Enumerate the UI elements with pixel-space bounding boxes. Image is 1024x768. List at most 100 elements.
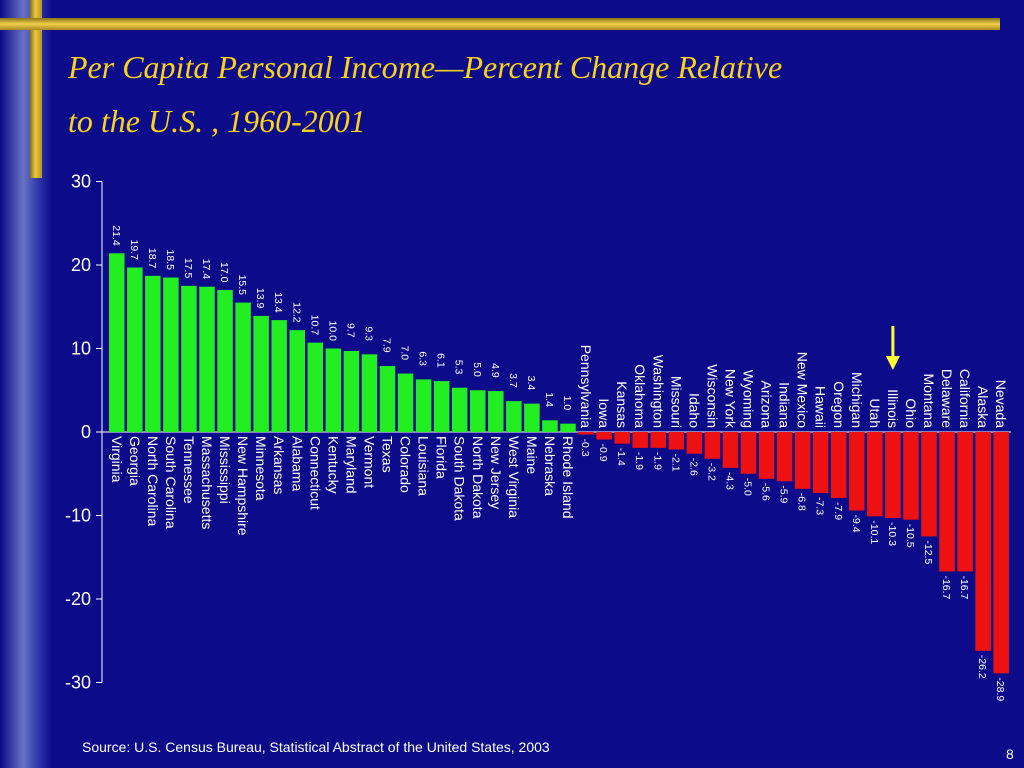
data-label-montana: -12.5 — [922, 540, 934, 564]
data-label-iowa: -0.9 — [597, 444, 609, 462]
bar-wisconsin — [704, 432, 721, 459]
bar-pennsylvania — [578, 432, 594, 435]
bar-new-mexico — [794, 432, 811, 489]
category-label-mississippi: Mississippi — [217, 436, 233, 504]
y-tick-label: 20 — [71, 255, 91, 275]
bar-maine — [524, 403, 540, 432]
category-label-west-virginia: West Virginia — [506, 436, 522, 518]
category-label-kansas: Kansas — [614, 381, 630, 428]
bar-ohio — [903, 432, 919, 520]
category-label-oklahoma: Oklahoma — [632, 364, 648, 428]
data-label-idaho: -2.6 — [687, 458, 699, 476]
category-label-montana: Montana — [921, 374, 937, 429]
data-label-california: -16.7 — [958, 575, 970, 599]
slide-title: Per Capita Personal Income—Percent Chang… — [68, 40, 988, 148]
data-label-mississippi: 17.0 — [218, 262, 230, 283]
page-number: 8 — [1006, 746, 1014, 762]
bar-idaho — [686, 432, 703, 454]
data-label-wisconsin: -3.2 — [705, 463, 717, 481]
category-label-new-york: New York — [722, 369, 738, 429]
category-label-georgia: Georgia — [127, 436, 143, 486]
data-label-colorado: 7.0 — [399, 346, 411, 361]
data-label-utah: -10.1 — [868, 520, 880, 544]
bar-arkansas — [271, 320, 287, 432]
category-label-vermont: Vermont — [361, 436, 377, 488]
bar-colorado — [397, 373, 414, 432]
bar-indiana — [776, 432, 793, 482]
data-label-arizona: -5.6 — [760, 483, 772, 501]
y-tick-label: -30 — [65, 673, 91, 693]
y-tick-label: -10 — [65, 506, 91, 526]
category-label-florida: Florida — [434, 436, 450, 479]
data-label-north-carolina: 18.7 — [146, 248, 158, 269]
data-label-south-carolina: 18.5 — [164, 250, 176, 271]
bar-florida — [433, 381, 450, 432]
bar-michigan — [849, 432, 865, 511]
category-label-pennsylvania: Pennsylvania — [578, 345, 594, 428]
data-label-new-mexico: -6.8 — [796, 493, 808, 511]
category-label-maine: Maine — [524, 436, 540, 474]
data-label-tennessee: 17.5 — [182, 258, 194, 279]
category-label-virginia: Virginia — [109, 436, 125, 483]
bar-texas — [379, 366, 396, 432]
bar-minnesota — [253, 315, 269, 432]
bar-alaska — [975, 432, 991, 651]
y-tick-label: 0 — [81, 422, 91, 442]
category-label-nevada: Nevada — [993, 380, 1009, 428]
data-label-florida: 6.1 — [435, 353, 447, 368]
data-label-maine: 3.4 — [525, 376, 537, 391]
bar-illinois — [885, 432, 901, 519]
bar-new-jersey — [488, 391, 504, 432]
category-label-arizona: Arizona — [759, 381, 775, 429]
bar-maryland — [343, 351, 360, 432]
bar-south-carolina — [163, 277, 179, 432]
data-label-virginia: 21.4 — [110, 225, 122, 246]
bar-mississippi — [217, 290, 233, 432]
category-label-new-hampshire: New Hampshire — [235, 436, 251, 536]
category-label-texas: Texas — [380, 436, 396, 473]
bar-delaware — [939, 432, 955, 572]
data-label-south-dakota: 5.3 — [453, 360, 465, 375]
bar-california — [957, 432, 973, 572]
bar-connecticut — [307, 342, 324, 432]
data-label-massachusetts: 17.4 — [200, 259, 212, 280]
data-label-pennsylvania: -0.3 — [579, 439, 591, 457]
category-label-nebraska: Nebraska — [542, 436, 558, 496]
bar-iowa — [596, 432, 612, 440]
bar-oregon — [831, 432, 847, 498]
category-label-oregon: Oregon — [831, 381, 847, 428]
bar-montana — [921, 432, 937, 537]
source-note: Source: U.S. Census Bureau, Statistical … — [82, 739, 550, 755]
y-tick-label: 30 — [71, 172, 91, 192]
data-label-north-dakota: 5.0 — [471, 362, 483, 377]
data-label-west-virginia: 3.7 — [507, 373, 519, 388]
data-label-arkansas: 13.4 — [272, 292, 284, 313]
data-label-illinois: -10.3 — [886, 522, 898, 546]
bar-tennessee — [181, 285, 197, 432]
left-decorative-band — [0, 0, 52, 768]
data-label-louisiana: 6.3 — [417, 351, 429, 366]
category-label-north-carolina: North Carolina — [145, 436, 161, 526]
data-label-oklahoma: -1.9 — [633, 452, 645, 470]
data-label-ohio: -10.5 — [904, 524, 916, 548]
category-label-new-jersey: New Jersey — [488, 436, 504, 509]
category-label-california: California — [957, 369, 973, 428]
data-label-texas: 7.9 — [381, 338, 393, 353]
bar-arizona — [758, 432, 775, 479]
category-label-louisiana: Louisiana — [416, 436, 432, 496]
category-label-alabama: Alabama — [289, 436, 305, 491]
data-label-missouri: -2.1 — [669, 454, 681, 472]
bar-utah — [867, 432, 883, 517]
data-label-connecticut: 10.7 — [308, 315, 320, 336]
bar-west-virginia — [506, 401, 522, 432]
bar-washington — [650, 432, 666, 448]
bar-north-carolina — [145, 275, 161, 432]
category-label-south-carolina: South Carolina — [163, 436, 179, 529]
y-tick-label: 10 — [71, 339, 91, 359]
data-label-vermont: 9.3 — [362, 326, 374, 341]
bar-wyoming — [740, 432, 757, 474]
data-label-delaware: -16.7 — [940, 575, 952, 599]
bar-kansas — [614, 432, 630, 444]
data-label-hawaii: -7.3 — [814, 497, 826, 515]
